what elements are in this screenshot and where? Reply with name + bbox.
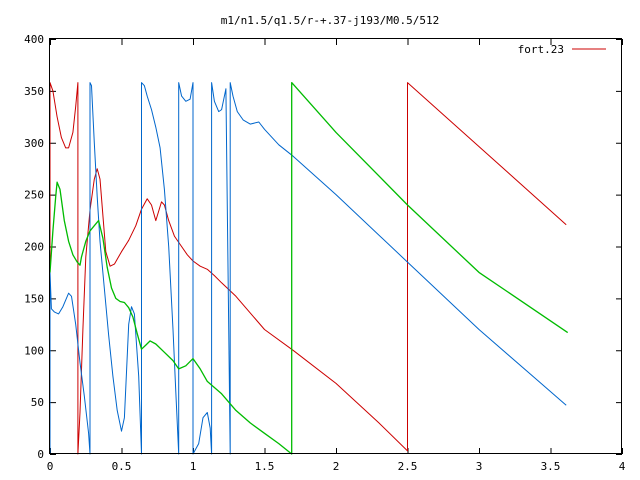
x-tick-label: 2 — [333, 460, 340, 473]
x-tick-label: 1 — [190, 460, 197, 473]
axis-ticks: 0 0.5 1 1.5 2 2.5 3 3.5 4 0 50 100 150 200 250 300 350 40… — [24, 33, 626, 473]
y-tick-label: 200 — [24, 241, 44, 254]
y-tick-label: 150 — [24, 292, 44, 305]
y-tick-label: 0 — [37, 448, 44, 461]
y-tick-label: 250 — [24, 189, 44, 202]
series-line-3 — [49, 81, 569, 455]
y-tick-label: 300 — [24, 137, 44, 150]
series-line-2 — [49, 82, 567, 455]
chart-title: m1/n1.5/q1.5/r-+.37-j193/M0.5/512 — [221, 14, 440, 27]
y-tick-label: 100 — [24, 344, 44, 357]
plot-frame — [49, 38, 622, 454]
x-tick-label: 0.5 — [112, 460, 132, 473]
y-tick-label: 50 — [31, 396, 44, 409]
x-tick-label: 1.5 — [255, 460, 275, 473]
series-line-1 — [49, 82, 567, 455]
legend: fort.23 — [518, 43, 606, 56]
x-tick-label: 4 — [619, 460, 626, 473]
x-tick-label: 3.5 — [541, 460, 561, 473]
x-tick-label: 2.5 — [398, 460, 418, 473]
y-tick-label: 350 — [24, 85, 44, 98]
y-tick-label: 400 — [24, 33, 44, 46]
legend-label: fort.23 — [518, 43, 564, 56]
x-tick-label: 0 — [47, 460, 54, 473]
x-tick-label: 3 — [476, 460, 483, 473]
series-group — [49, 81, 569, 455]
